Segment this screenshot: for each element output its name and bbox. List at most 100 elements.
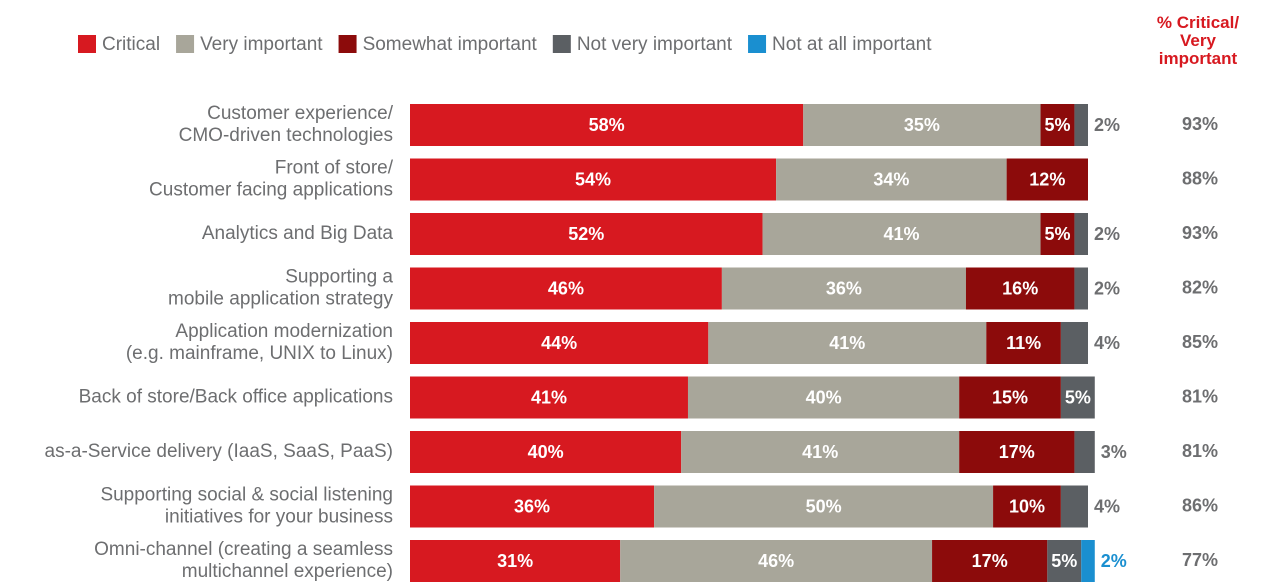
category-label: Analytics and Big Data [202, 223, 394, 244]
value-label: 54% [575, 169, 611, 189]
bar-segment [687, 376, 960, 419]
legend-swatch [748, 35, 767, 53]
value-label: 41% [829, 333, 865, 353]
value-label: 4% [1094, 333, 1120, 353]
bar-segment [1040, 104, 1075, 146]
value-label: 46% [548, 278, 584, 298]
total-label: 77% [1182, 550, 1218, 570]
bar-segment [1060, 376, 1095, 419]
bar-segment [410, 322, 709, 364]
value-label: 44% [541, 333, 577, 353]
bar-segment [410, 104, 804, 146]
bar-segment [1074, 267, 1088, 310]
bar-segment [1074, 431, 1095, 473]
category-label: Supporting a mobile application strategy [168, 267, 393, 310]
value-label: 2% [1094, 115, 1120, 135]
value-label: 36% [514, 496, 550, 516]
bar-segment [1074, 213, 1088, 255]
total-label: 86% [1182, 495, 1218, 515]
value-label: 46% [758, 551, 794, 571]
value-label: 2% [1094, 278, 1120, 298]
bar-segment [965, 267, 1075, 310]
total-label: 85% [1182, 332, 1218, 352]
bar-segment [1060, 485, 1088, 528]
value-label: 16% [1002, 278, 1038, 298]
bar-segment [776, 158, 1007, 201]
legend-label: Not at all important [772, 34, 932, 55]
bar-segment [1060, 322, 1088, 364]
legend-swatch [338, 35, 357, 53]
legend-swatch [176, 35, 195, 53]
bar-segment [681, 431, 960, 473]
bar-segment [1006, 158, 1088, 201]
bar-segment [654, 485, 994, 528]
value-label: 58% [589, 115, 625, 135]
bar-segment [986, 322, 1061, 364]
value-label: 41% [884, 224, 920, 244]
total-label: 81% [1182, 386, 1218, 406]
total-label: 88% [1182, 168, 1218, 188]
value-label: 4% [1094, 496, 1120, 516]
legend-swatch [552, 35, 571, 53]
bar-segment [959, 376, 1061, 419]
bar-segment [410, 158, 777, 201]
value-label: 31% [497, 551, 533, 571]
bar-segment [932, 540, 1048, 582]
legend-label: Very important [200, 34, 323, 55]
value-label: 5% [1044, 224, 1070, 244]
category-label: as-a-Service delivery (IaaS, SaaS, PaaS) [45, 441, 394, 462]
value-label: 12% [1029, 169, 1065, 189]
bar-segment [993, 485, 1061, 528]
value-label: 5% [1051, 551, 1077, 571]
bar-segment [1074, 104, 1088, 146]
value-label: 3% [1101, 442, 1127, 462]
legend-swatch [78, 35, 96, 53]
bar-segment [410, 540, 621, 582]
bar-segment [410, 267, 722, 310]
total-label: 81% [1182, 441, 1218, 461]
bar-segment [410, 431, 682, 473]
value-label: 2% [1094, 224, 1120, 244]
value-label: 41% [531, 387, 567, 407]
bar-segment [1081, 540, 1095, 582]
value-label: 36% [826, 278, 862, 298]
bar-segment [708, 322, 987, 364]
legend-label: Not very important [577, 34, 733, 55]
category-label: Omni-channel (creating a seamless multich… [94, 539, 393, 582]
bar-segment [410, 376, 688, 419]
value-label: 35% [904, 115, 940, 135]
category-label: Front of store/Customer facing applicati… [149, 158, 394, 201]
bar-segment [803, 104, 1041, 146]
legend-label: Critical [102, 34, 160, 55]
category-label: Back of store/Back office applications [79, 387, 393, 408]
value-label: 5% [1044, 115, 1070, 135]
bar-segment [762, 213, 1041, 255]
value-label: 10% [1009, 496, 1045, 516]
value-label: 2% [1101, 551, 1127, 571]
value-label: 34% [873, 169, 909, 189]
legend-label: Somewhat important [363, 34, 538, 55]
value-label: 52% [568, 224, 604, 244]
totals-header: % Critical/Very important [1157, 13, 1239, 68]
bar-segment [410, 485, 655, 528]
category-label: Application modernization (e.g. mainframe… [126, 321, 393, 364]
bar-segment [959, 431, 1075, 473]
value-label: 40% [528, 442, 564, 462]
value-label: 11% [1006, 333, 1041, 353]
total-label: 93% [1182, 223, 1218, 243]
total-label: 82% [1182, 277, 1218, 297]
category-label: Customer experience/CMO-driven technolog… [179, 103, 394, 146]
category-label: Supporting social & social listening init… [100, 485, 393, 528]
value-label: 41% [802, 442, 838, 462]
bar-segment [721, 267, 966, 310]
bar-segment [410, 213, 763, 255]
total-label: 93% [1182, 114, 1218, 134]
value-label: 15% [992, 387, 1028, 407]
bar-segment [1040, 213, 1075, 255]
value-label: 50% [806, 496, 842, 516]
bar-segment [1047, 540, 1082, 582]
bar-segment [620, 540, 933, 582]
value-label: 17% [999, 442, 1035, 462]
value-label: 5% [1065, 387, 1091, 407]
